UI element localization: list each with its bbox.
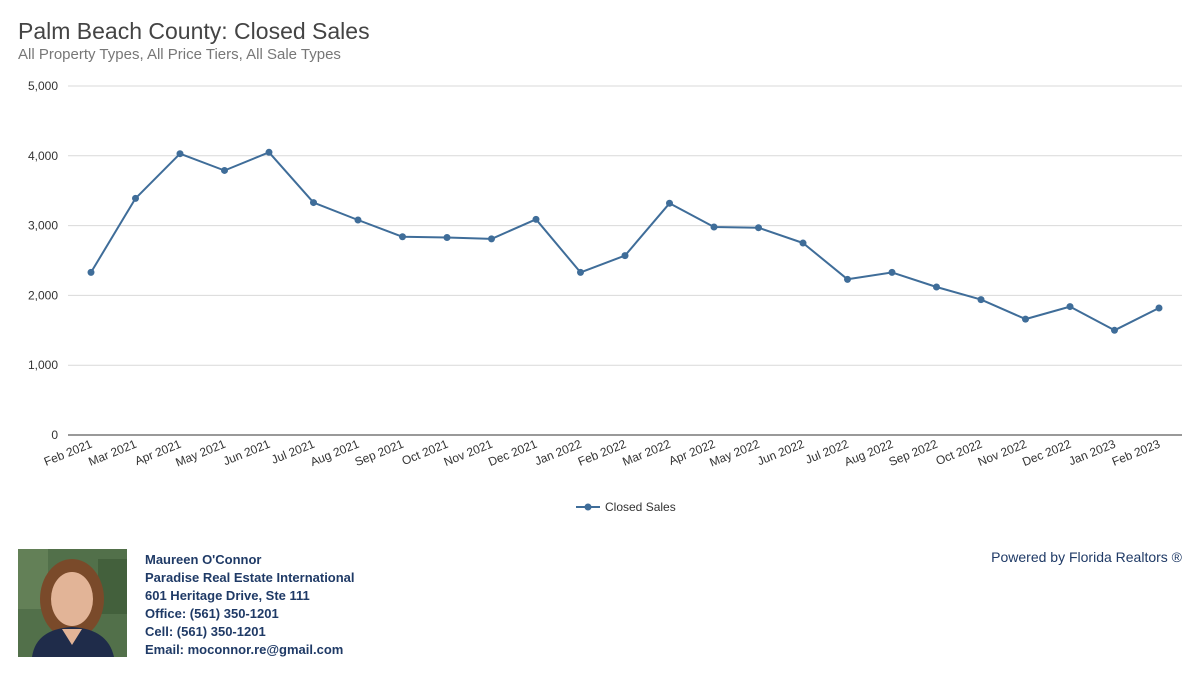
data-point [933, 283, 940, 291]
x-tick-label: Feb 2023 [1110, 437, 1163, 469]
x-tick-label: Jun 2021 [221, 437, 272, 469]
agent-company: Paradise Real Estate International [145, 570, 355, 585]
x-tick-label: Nov 2021 [442, 437, 495, 469]
data-point [87, 268, 95, 276]
data-point [888, 268, 896, 276]
x-tick-label: Mar 2022 [620, 437, 673, 469]
data-point [1022, 315, 1029, 323]
data-point [1155, 304, 1163, 312]
powered-by-credit: Powered by Florida Realtors ® [991, 549, 1182, 565]
data-point [399, 233, 406, 241]
x-tick-label: Feb 2021 [42, 437, 95, 469]
x-tick-label: Dec 2021 [486, 437, 539, 469]
x-tick-label: Sep 2022 [887, 437, 940, 469]
agent-address: 601 Heritage Drive, Ste 111 [145, 588, 310, 603]
data-point [221, 166, 228, 174]
data-point [1111, 326, 1118, 334]
agent-office-phone: Office: (561) 350-1201 [145, 606, 279, 621]
data-point [621, 252, 629, 260]
x-tick-label: Jun 2022 [755, 437, 806, 469]
data-point [1066, 303, 1074, 311]
y-tick-label: 2,000 [28, 288, 58, 302]
data-point [799, 239, 807, 247]
legend-label: Closed Sales [605, 500, 676, 514]
data-point [443, 233, 451, 241]
data-point [265, 148, 273, 156]
x-tick-label: Dec 2022 [1020, 437, 1073, 469]
legend-swatch-marker [584, 503, 592, 511]
y-tick-label: 0 [51, 428, 58, 442]
data-point [666, 199, 673, 207]
y-tick-label: 1,000 [28, 358, 58, 372]
y-tick-label: 5,000 [28, 79, 58, 93]
agent-name: Maureen O'Connor [145, 552, 262, 567]
plot-area [87, 148, 1163, 334]
chart-subtitle: All Property Types, All Price Tiers, All… [18, 46, 341, 63]
data-point [310, 199, 317, 207]
x-tick-label: Sep 2021 [353, 437, 406, 469]
x-tick-label: Aug 2021 [308, 437, 361, 469]
data-point [710, 223, 718, 231]
chart-title: Palm Beach County: Closed Sales [18, 18, 370, 44]
data-point [844, 275, 851, 283]
x-tick-label: May 2021 [174, 437, 228, 470]
agent-email: Email: moconnor.re@gmail.com [145, 642, 344, 657]
series-line-closed-sales [90, 151, 1160, 332]
x-tick-label: May 2022 [708, 437, 762, 470]
data-point [977, 296, 985, 304]
y-tick-label: 3,000 [28, 219, 58, 233]
x-tick-label: Feb 2022 [576, 437, 629, 469]
data-point [354, 216, 362, 224]
data-point [532, 215, 540, 223]
x-tick-label: Aug 2022 [842, 437, 895, 469]
data-point [132, 194, 139, 202]
y-axis: 0 1,000 2,000 3,000 4,000 5,000 [28, 79, 58, 442]
data-point [577, 268, 584, 276]
data-point [755, 224, 762, 232]
agent-cell-phone: Cell: (561) 350-1201 [145, 624, 266, 639]
gridlines [68, 85, 1182, 366]
y-tick-label: 4,000 [28, 149, 58, 163]
x-tick-label: Jan 2022 [533, 437, 584, 469]
data-point [488, 235, 495, 243]
x-tick-label: Jan 2023 [1067, 437, 1118, 469]
x-tick-label: Nov 2022 [976, 437, 1029, 469]
x-tick-label: Oct 2021 [400, 437, 451, 468]
x-tick-label: Mar 2021 [86, 437, 139, 469]
agent-photo [18, 549, 127, 657]
legend: Closed Sales [576, 500, 676, 514]
data-point [176, 150, 184, 158]
x-tick-label: Oct 2022 [934, 437, 985, 468]
agent-contact-info: Maureen O'Connor Paradise Real Estate In… [145, 551, 355, 659]
